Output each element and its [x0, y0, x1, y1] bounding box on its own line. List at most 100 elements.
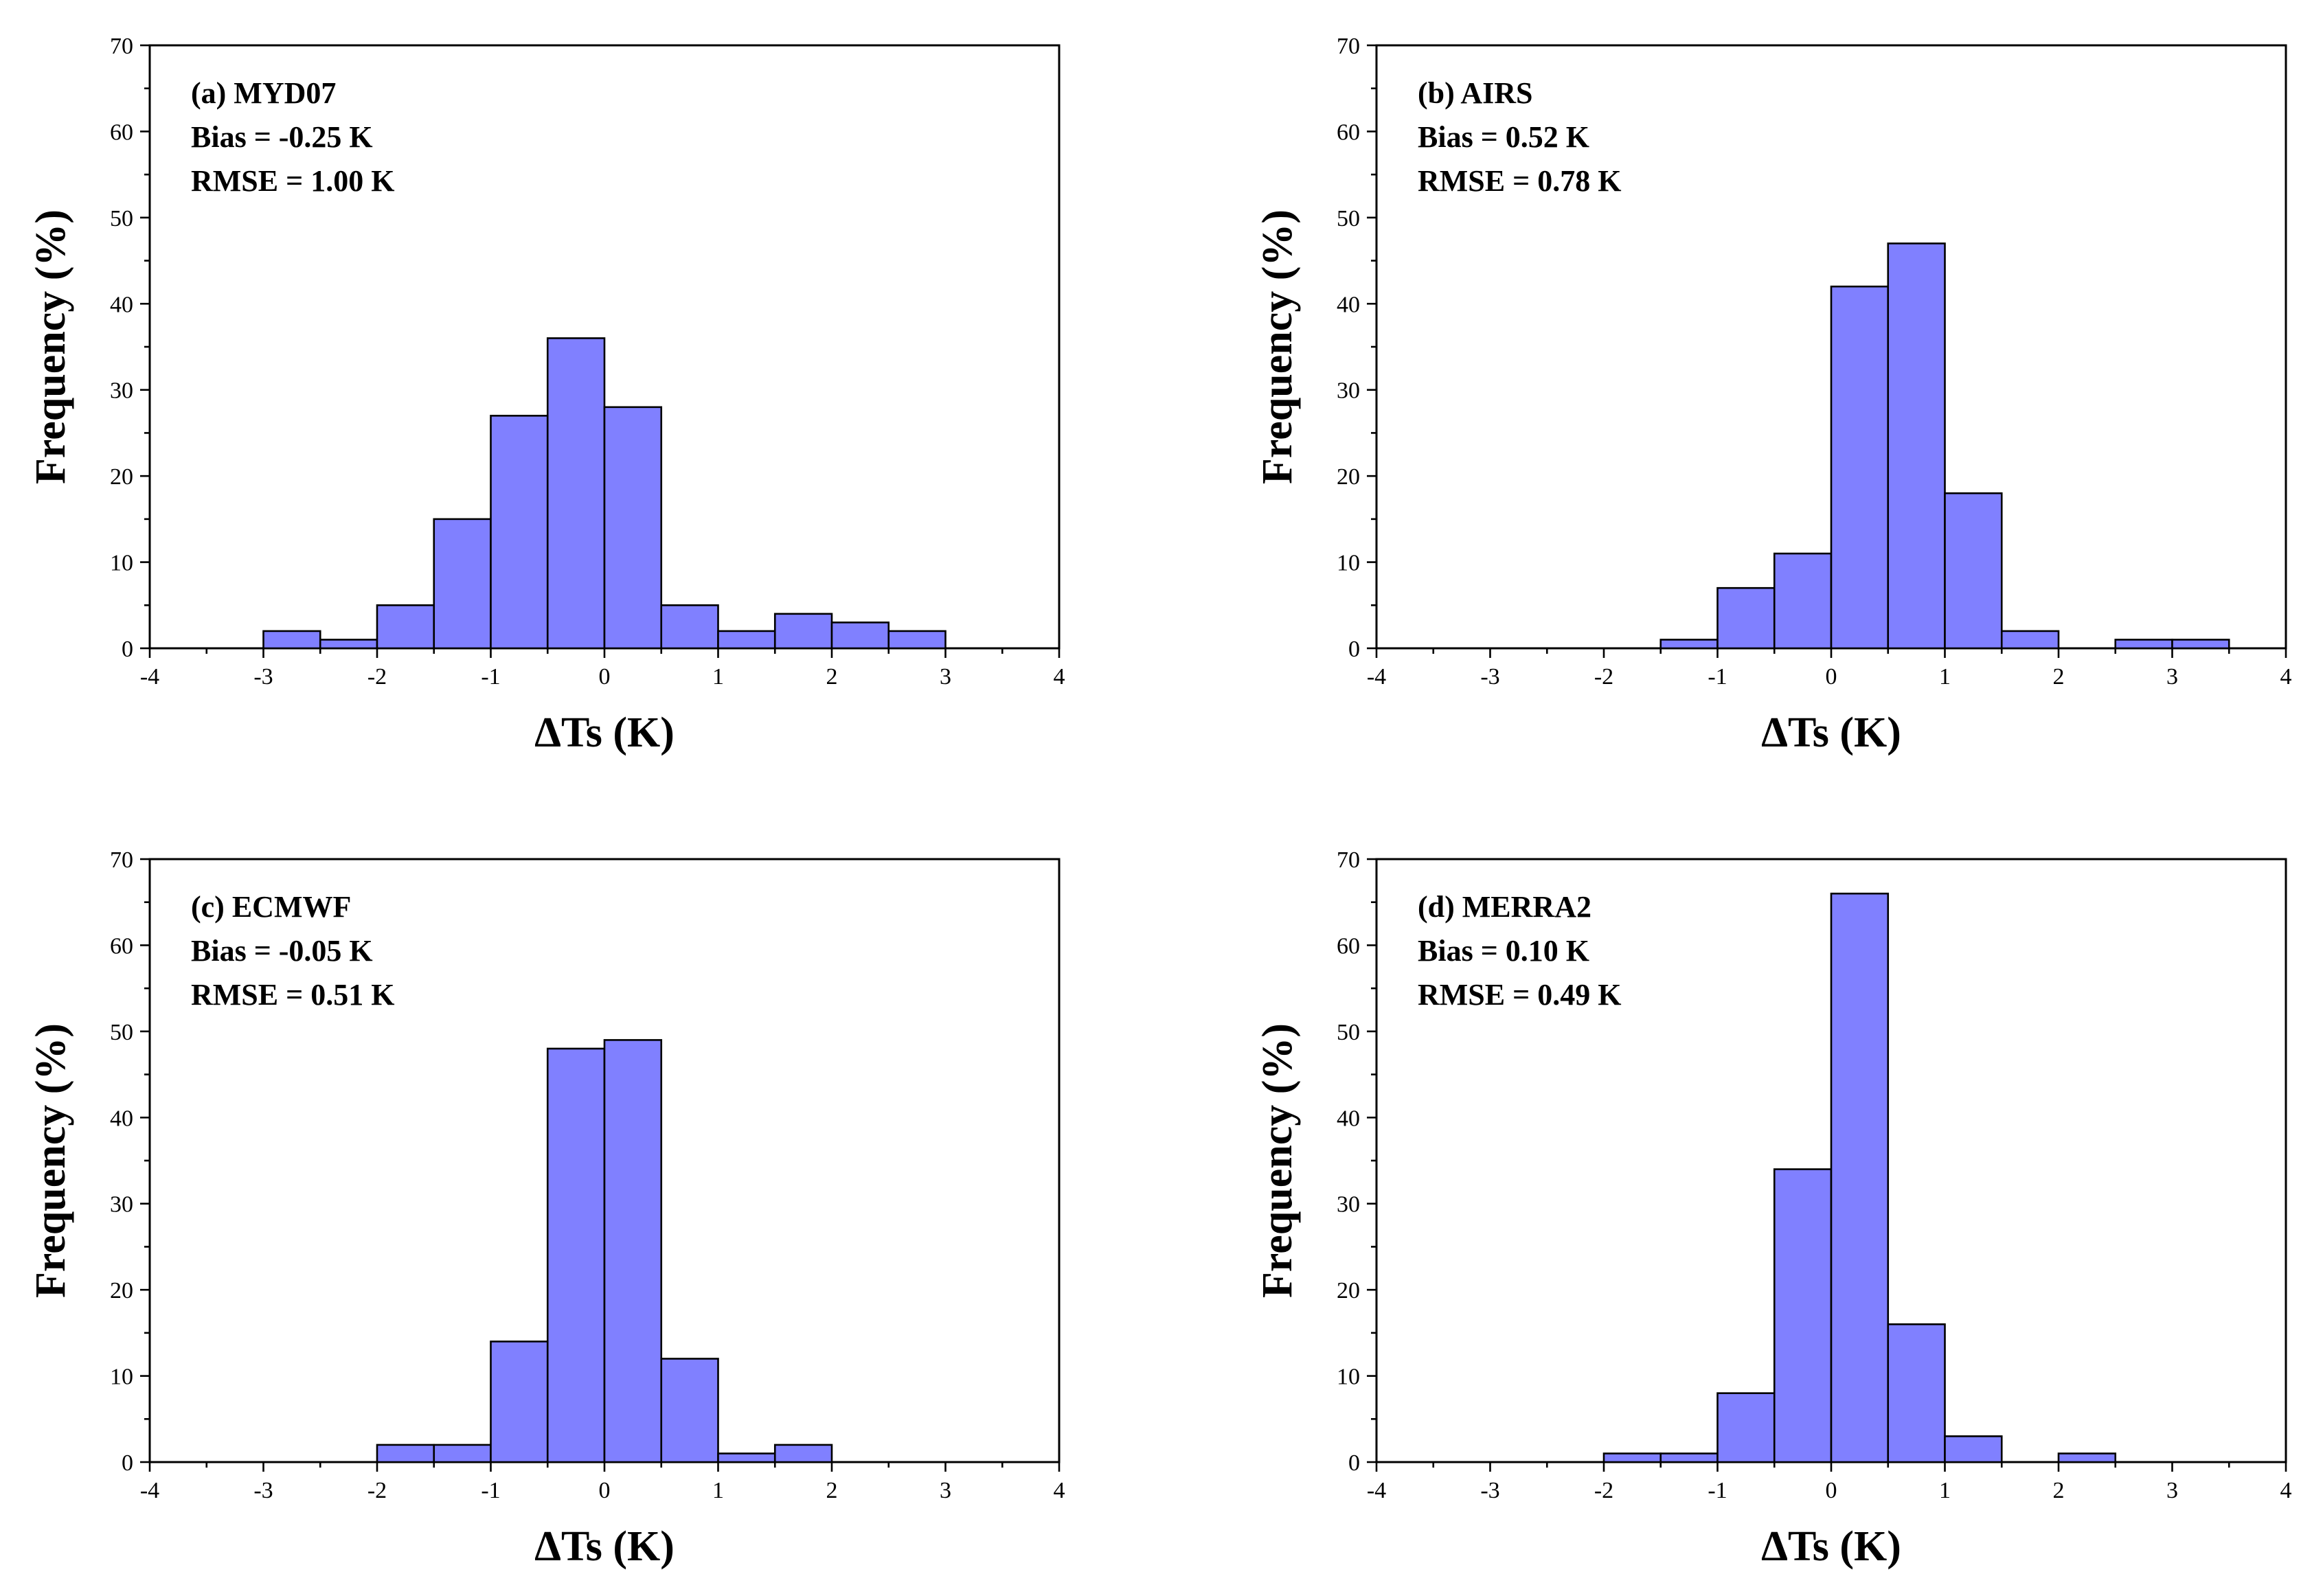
x-tick-label: -2 [367, 664, 387, 689]
panel-d: 0 10 20 30 40 50 60 70 -4 -3 -2 -1 0 1 2 3 4 (d) MERRA2… [1254, 847, 2292, 1570]
x-tick-label: 0 [599, 664, 611, 689]
histogram-bar [1830, 285, 1890, 650]
histogram-bar [1659, 639, 1719, 650]
histogram-bar [376, 1444, 435, 1463]
histogram-bar [2114, 639, 2173, 650]
y-axis: 0 10 20 30 40 50 60 70 [110, 34, 150, 662]
x-axis-title: ΔTs (K) [534, 709, 675, 756]
x-tick-label: 2 [826, 664, 838, 689]
histogram-bar [2057, 1452, 2117, 1463]
x-tick-label: 3 [2166, 1478, 2178, 1503]
histogram-bar [1830, 892, 1890, 1463]
histogram-bar [546, 337, 606, 650]
bias-text: Bias = 0.52 K [1418, 120, 1589, 154]
y-tick-label: 10 [1337, 551, 1360, 576]
histogram-bar [830, 622, 890, 650]
histogram-bar [546, 1047, 606, 1463]
x-tick-label: -1 [1708, 664, 1727, 689]
x-tick-label: 1 [712, 664, 724, 689]
x-tick-label: -3 [253, 664, 273, 689]
panel-label: (b) AIRS [1418, 76, 1533, 110]
histogram-bar [603, 1039, 663, 1463]
x-tick-label: 3 [2166, 664, 2178, 689]
histogram-bar [660, 1358, 719, 1463]
histogram-bar [490, 1341, 549, 1463]
y-axis-title: Frequency (%) [1254, 209, 1301, 484]
panel-label: (d) MERRA2 [1418, 890, 1591, 924]
x-tick-label: 3 [940, 664, 951, 689]
y-tick-label: 0 [122, 1450, 133, 1476]
x-axis: -4 -3 -2 -1 0 1 2 3 4 [1367, 1462, 2292, 1503]
y-tick-label: 50 [110, 206, 133, 231]
x-tick-label: 3 [940, 1478, 951, 1503]
y-tick-label: 70 [110, 34, 133, 59]
x-tick-label: 0 [1826, 664, 1837, 689]
panel-b: 0 10 20 30 40 50 60 70 -4 -3 -2 -1 0 1 2 3 4 (b) AIRS B… [1254, 34, 2292, 756]
x-tick-label: 2 [826, 1478, 838, 1503]
y-axis-title: Frequency (%) [27, 209, 74, 484]
histogram-bar [1944, 492, 2003, 650]
x-tick-label: 1 [1939, 1478, 1951, 1503]
y-tick-label: 70 [1337, 847, 1360, 873]
histogram-bar [1944, 1435, 2003, 1463]
panel-label: (a) MYD07 [191, 76, 336, 110]
bars [376, 1039, 833, 1463]
x-tick-label: 4 [1054, 1478, 1065, 1503]
y-tick-label: 10 [110, 1365, 133, 1390]
x-tick-label: -1 [1708, 1478, 1727, 1503]
x-tick-label: -4 [140, 1478, 159, 1503]
x-tick-label: -3 [1480, 1478, 1499, 1503]
x-tick-label: -2 [367, 1478, 387, 1503]
y-tick-label: 20 [1337, 1278, 1360, 1303]
y-tick-label: 40 [1337, 292, 1360, 317]
histogram-bar [2000, 630, 2060, 650]
x-axis: -4 -3 -2 -1 0 1 2 3 4 [140, 1462, 1065, 1503]
rmse-text: RMSE = 0.78 K [1418, 164, 1621, 198]
x-axis: -4 -3 -2 -1 0 1 2 3 4 [1367, 648, 2292, 689]
y-tick-label: 50 [1337, 206, 1360, 231]
histogram-bar [262, 630, 321, 650]
y-axis-title: Frequency (%) [1254, 1023, 1301, 1298]
y-tick-label: 40 [110, 292, 133, 317]
bars [1602, 892, 2117, 1463]
y-tick-label: 20 [110, 464, 133, 490]
histogram-bar [717, 630, 776, 650]
y-tick-label: 0 [1348, 637, 1360, 662]
x-tick-label: 4 [2280, 1478, 2292, 1503]
x-tick-label: -2 [1594, 1478, 1613, 1503]
y-tick-label: 10 [110, 551, 133, 576]
histogram-bar [717, 1452, 776, 1463]
bias-text: Bias = 0.10 K [1418, 934, 1589, 968]
histogram-bar [433, 518, 492, 650]
y-tick-label: 30 [1337, 1192, 1360, 1218]
y-tick-label: 50 [110, 1020, 133, 1045]
x-tick-label: -4 [140, 664, 159, 689]
rmse-text: RMSE = 0.49 K [1418, 978, 1621, 1012]
bias-text: Bias = -0.05 K [191, 934, 373, 968]
histogram-bar [1716, 1392, 1776, 1463]
y-tick-label: 20 [1337, 464, 1360, 490]
bias-text: Bias = -0.25 K [191, 120, 373, 154]
y-tick-label: 40 [110, 1106, 133, 1131]
histogram-bar [433, 1444, 492, 1463]
bars [1659, 242, 2230, 650]
panel-label: (c) ECMWF [191, 890, 351, 924]
histogram-bar [1773, 552, 1833, 650]
x-tick-label: -1 [481, 664, 500, 689]
y-tick-label: 50 [1337, 1020, 1360, 1045]
y-tick-label: 30 [110, 378, 133, 404]
x-tick-label: -1 [481, 1478, 500, 1503]
x-axis-title: ΔTs (K) [1761, 1523, 1901, 1570]
y-tick-label: 60 [1337, 933, 1360, 959]
y-tick-label: 0 [1348, 1450, 1360, 1476]
x-tick-label: 2 [2053, 664, 2065, 689]
x-tick-label: 1 [1939, 664, 1951, 689]
histogram-bar [1773, 1168, 1833, 1463]
x-tick-label: 1 [712, 1478, 724, 1503]
y-tick-label: 20 [110, 1278, 133, 1303]
x-tick-label: 4 [2280, 664, 2292, 689]
y-tick-label: 30 [1337, 378, 1360, 404]
histogram-bar [1602, 1452, 1662, 1463]
